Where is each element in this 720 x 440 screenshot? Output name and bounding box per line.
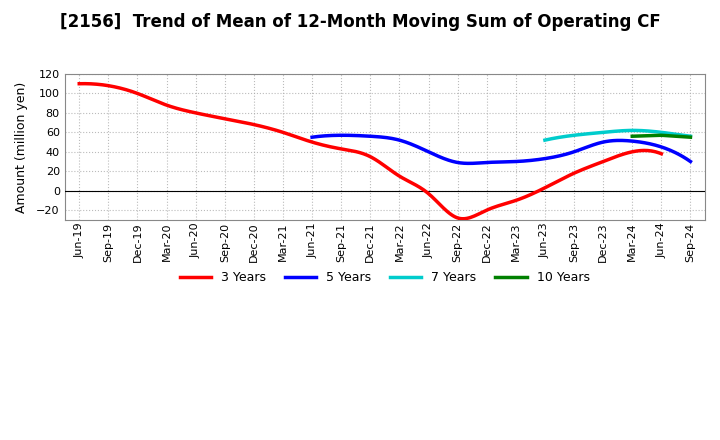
10 Years xyxy=(657,132,666,138)
3 Years xyxy=(78,81,87,86)
3 Years xyxy=(423,191,432,196)
3 Years xyxy=(570,171,578,176)
7 Years xyxy=(673,132,682,137)
3 Years xyxy=(421,189,430,194)
5 Years xyxy=(338,132,347,138)
5 Years xyxy=(534,157,543,162)
7 Years xyxy=(541,137,550,143)
Legend: 3 Years, 5 Years, 7 Years, 10 Years: 3 Years, 5 Years, 7 Years, 10 Years xyxy=(175,267,595,290)
5 Years xyxy=(629,139,638,144)
7 Years xyxy=(629,128,638,133)
5 Years xyxy=(686,159,695,164)
7 Years xyxy=(630,128,639,133)
5 Years xyxy=(653,143,662,148)
5 Years xyxy=(309,134,318,139)
5 Years xyxy=(464,161,473,166)
3 Years xyxy=(77,81,86,86)
3 Years xyxy=(657,151,666,156)
Line: 5 Years: 5 Years xyxy=(312,135,690,163)
3 Years xyxy=(75,81,84,86)
7 Years xyxy=(627,128,636,133)
10 Years xyxy=(686,135,695,140)
5 Years xyxy=(536,157,544,162)
3 Years xyxy=(606,156,615,161)
3 Years xyxy=(433,199,442,205)
Y-axis label: Amount (million yen): Amount (million yen) xyxy=(15,81,28,213)
7 Years xyxy=(686,134,695,139)
Line: 10 Years: 10 Years xyxy=(632,135,690,137)
5 Years xyxy=(542,156,551,161)
5 Years xyxy=(307,135,316,140)
Text: [2156]  Trend of Mean of 12-Month Moving Sum of Operating CF: [2156] Trend of Mean of 12-Month Moving … xyxy=(60,13,660,31)
7 Years xyxy=(541,137,549,143)
3 Years xyxy=(459,216,467,221)
10 Years xyxy=(628,134,636,139)
7 Years xyxy=(664,131,672,136)
Line: 7 Years: 7 Years xyxy=(545,130,690,140)
7 Years xyxy=(626,128,635,133)
Line: 3 Years: 3 Years xyxy=(79,84,662,219)
